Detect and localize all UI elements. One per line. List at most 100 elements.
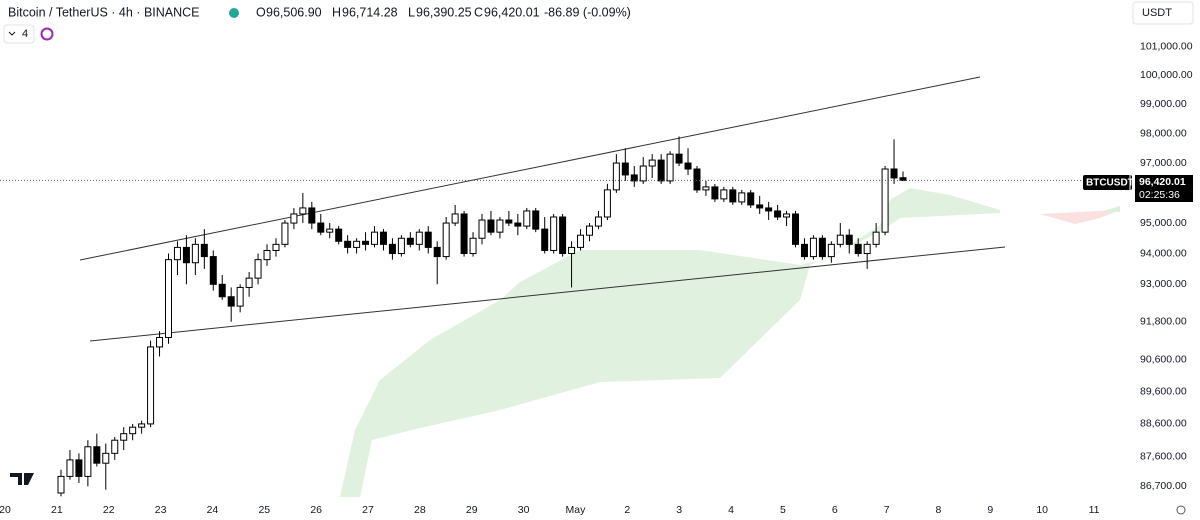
currency: USDT — [1142, 7, 1172, 19]
high-value: 96,714.28 — [342, 5, 398, 19]
candle-body — [711, 186, 719, 200]
candle-body — [308, 207, 316, 224]
header: Bitcoin / TetherUS · 4h · BINANCE O 96,5… — [3, 1, 1194, 44]
y-tick-label: 101,000.00 — [1140, 40, 1193, 52]
candle-body — [200, 243, 208, 258]
candle-body — [729, 189, 737, 203]
x-tick-label: 30 — [518, 504, 530, 516]
candle-body — [666, 153, 674, 182]
x-tick-label: 11 — [1089, 504, 1100, 516]
candle-body — [559, 216, 567, 255]
candle-body — [684, 162, 692, 170]
x-tick-label: 20 — [0, 504, 11, 516]
candle-body — [120, 433, 128, 441]
candle-body — [836, 234, 844, 245]
candle-body — [505, 219, 513, 224]
change: -86.89 (-0.09%) — [544, 5, 631, 19]
candles — [57, 136, 907, 497]
candle-body — [93, 446, 101, 464]
indicator-icon[interactable] — [40, 27, 54, 41]
x-tick-label: 9 — [987, 504, 993, 516]
candle-body — [299, 207, 307, 215]
candle-body — [379, 231, 387, 245]
candle-body — [612, 162, 620, 191]
channel-upper — [79, 76, 981, 261]
candle-body — [290, 213, 298, 224]
candle-body — [630, 174, 638, 182]
candle-body — [621, 162, 629, 176]
x-tick-label: 25 — [258, 504, 270, 516]
candle-body — [854, 243, 862, 255]
countdown: 02:25:36 — [1139, 189, 1180, 201]
x-tick-label: 6 — [832, 504, 838, 516]
candle-body — [317, 222, 325, 233]
close-value: 96,420.01 — [484, 5, 540, 19]
candle-body — [362, 240, 370, 245]
candle-body — [236, 286, 244, 307]
candle-body — [890, 168, 898, 179]
candle-body — [66, 459, 74, 477]
candle-body — [487, 219, 495, 233]
x-tick-label: 29 — [466, 504, 478, 516]
candle-body — [532, 210, 540, 230]
currency-button[interactable] — [1132, 1, 1194, 25]
candle-body — [774, 210, 782, 218]
y-tick-label: 98,000.00 — [1140, 127, 1187, 139]
candle-body — [227, 296, 235, 307]
candle-body — [326, 228, 334, 233]
logo — [10, 473, 34, 485]
candle-body — [111, 439, 119, 454]
candle-body — [496, 219, 504, 233]
y-tick-label: 95,000.00 — [1140, 217, 1187, 229]
candle-body — [809, 237, 817, 258]
candle-body — [156, 336, 164, 348]
candle-body — [818, 237, 826, 258]
candle-body — [129, 426, 137, 435]
x-tick-label: 23 — [155, 504, 167, 516]
candle-body — [603, 189, 611, 218]
y-tick-label: 99,000.00 — [1140, 98, 1187, 110]
candle-body — [541, 228, 549, 251]
ichimoku-cloud-tail — [1100, 206, 1120, 212]
y-tick-label: 86,700.00 — [1140, 480, 1187, 492]
price-tag: BTCUSDT 96,420.01 02:25:36 — [1083, 175, 1193, 202]
candle-body — [406, 237, 414, 245]
channel-lower — [89, 246, 1006, 342]
candle-body — [827, 243, 835, 258]
ichimoku-cloud — [340, 188, 1000, 497]
candle-body — [344, 240, 352, 248]
y-tick-label: 90,600.00 — [1140, 353, 1187, 365]
candle-body — [371, 231, 379, 245]
candle-body — [254, 259, 262, 279]
x-tick-label: 5 — [780, 504, 786, 516]
indicator-toggle[interactable] — [3, 24, 35, 44]
candle-body — [335, 228, 343, 242]
candle-body — [57, 475, 65, 494]
x-tick-label: 22 — [103, 504, 115, 516]
candle-body — [577, 234, 585, 248]
y-tick-label: 93,000.00 — [1140, 278, 1187, 290]
x-tick-label: 26 — [310, 504, 322, 516]
candle-body — [765, 207, 773, 212]
candle-body — [272, 243, 280, 251]
market-status[interactable] — [229, 8, 239, 18]
candle-body — [478, 219, 486, 239]
candle-body — [594, 216, 602, 227]
x-tick-label: 24 — [207, 504, 219, 516]
candle-body — [263, 249, 271, 261]
x-tick-label: 10 — [1036, 504, 1048, 516]
candle-body — [415, 231, 423, 245]
candle-body — [353, 240, 361, 248]
price-tag-bg — [1135, 175, 1193, 202]
candle-body — [550, 216, 558, 251]
candle-body — [173, 246, 181, 261]
candle-body — [845, 234, 853, 245]
symbol-title: Bitcoin / TetherUS · 4h · BINANCE — [8, 5, 200, 19]
candle-body — [451, 213, 459, 224]
candle-body — [738, 192, 746, 203]
symbol-tag: BTCUSDT — [1086, 178, 1134, 189]
indicator-count: 4 — [22, 28, 28, 40]
settings-icon[interactable] — [1176, 505, 1186, 515]
x-tick-label: 28 — [414, 504, 426, 516]
